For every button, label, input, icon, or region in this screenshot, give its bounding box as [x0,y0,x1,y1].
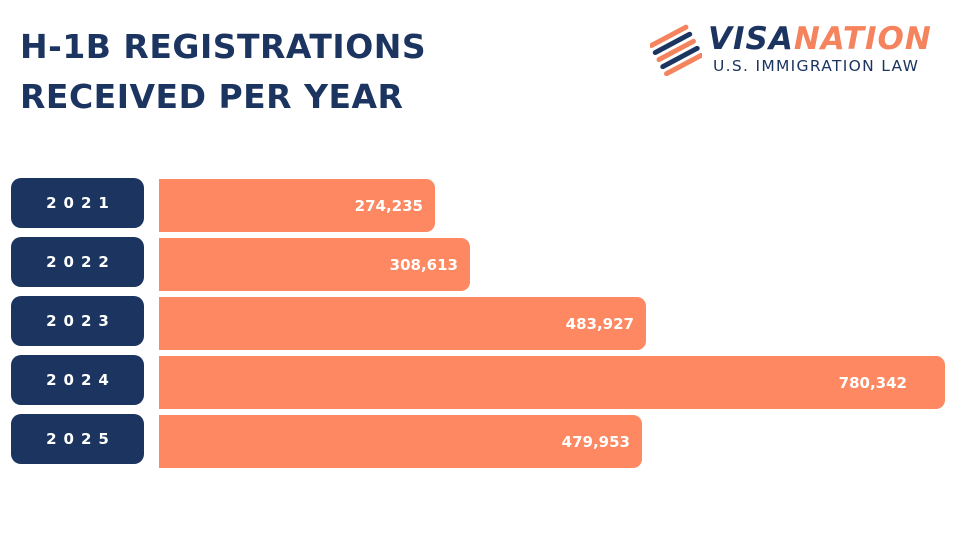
bar-2025: 479,953 [159,415,642,468]
year-label-2025: 2025 [11,414,144,464]
bar-2024: 780,342 [159,356,945,409]
logo-word-visa: VISA [708,21,794,57]
bar-2021: 274,235 [159,179,435,232]
year-label-2023: 2023 [11,296,144,346]
logo-wordmark: VISANATION [708,22,932,56]
bar-2022: 308,613 [159,238,470,291]
bar-value-label-2022: 308,613 [389,255,458,274]
chart-title-line-1: H-1B REGISTRATIONS [20,27,427,66]
logo-tagline: U.S. IMMIGRATION LAW [713,57,920,75]
flag-swoosh-icon [650,24,702,76]
chart-title: H-1B REGISTRATIONS RECEIVED PER YEAR [20,22,426,122]
bar-value-label-2025: 479,953 [561,432,630,451]
logo-word-nation: NATION [793,21,932,57]
year-label-2021: 2021 [11,178,144,228]
year-label-2024: 2024 [11,355,144,405]
bar-value-label-2023: 483,927 [565,314,634,333]
visanation-logo[interactable]: VISANATION U.S. IMMIGRATION LAW [650,22,945,78]
bar-2023: 483,927 [159,297,646,350]
chart-title-line-2: RECEIVED PER YEAR [20,77,404,116]
bar-value-label-2021: 274,235 [354,196,423,215]
year-label-2022: 2022 [11,237,144,287]
bar-value-label-2024: 780,342 [838,373,907,392]
